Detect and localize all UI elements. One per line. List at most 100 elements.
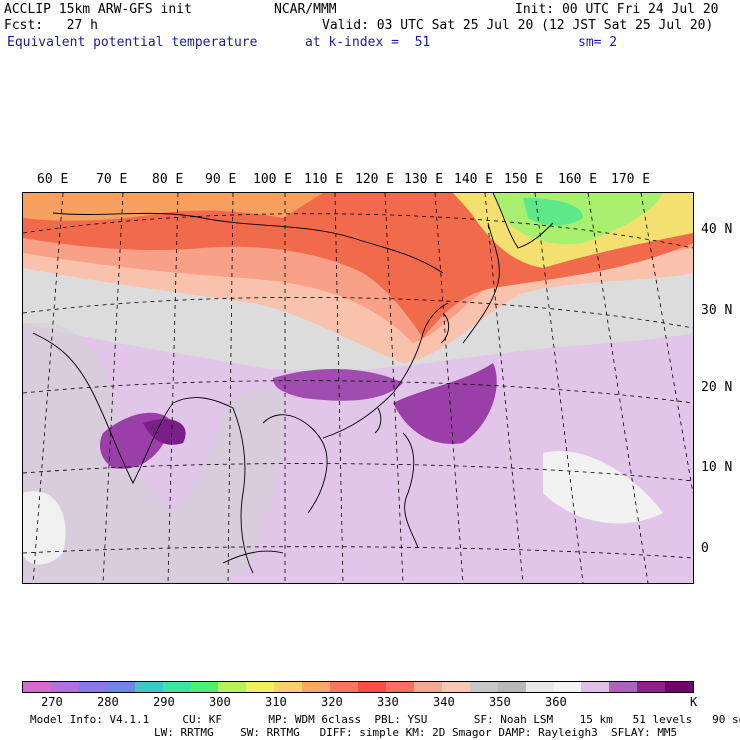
lon-label: 130 E	[404, 172, 444, 187]
lat-label: 0	[701, 541, 709, 556]
grid-line-lon	[102, 192, 124, 584]
colorbar-swatch	[78, 682, 107, 692]
colorbar-swatch	[525, 682, 554, 692]
grid-line-lon	[334, 192, 344, 584]
colorbar-tick: 350	[489, 695, 511, 709]
colorbar	[22, 681, 694, 693]
organization: NCAR/MMM	[274, 2, 337, 17]
colorbar-swatch	[190, 682, 219, 692]
model-info-line1: Model Info: V4.1.1 CU: KF MP: WDM 6class…	[30, 713, 740, 726]
colorbar-tick: 340	[433, 695, 455, 709]
grid-line-lon	[587, 192, 649, 584]
model-info-line2: LW: RRTMG SW: RRTMG DIFF: simple KM: 2D …	[154, 726, 678, 739]
lon-label: 140 E	[454, 172, 494, 187]
philippines	[402, 432, 419, 549]
grid-line-lon	[384, 192, 404, 584]
grid-line-lon	[434, 192, 464, 584]
model-title: ACCLIP 15km ARW-GFS init	[4, 2, 192, 17]
colorbar-tick: 360	[545, 695, 567, 709]
colorbar-swatch	[553, 682, 582, 692]
grid-line-lon	[227, 192, 234, 584]
colorbar-swatch	[218, 682, 247, 692]
colorbar-tick: 310	[265, 695, 287, 709]
lat-label: 30 N	[701, 303, 733, 318]
colorbar-swatch	[637, 682, 666, 692]
colorbar-swatch	[665, 682, 694, 692]
grid-line-lat10	[22, 463, 694, 482]
pacific-patch	[543, 451, 663, 524]
colorbar-swatch	[134, 682, 163, 692]
lon-label: 120 E	[355, 172, 395, 187]
lon-label: 80 E	[152, 172, 184, 187]
lon-label: 160 E	[558, 172, 598, 187]
grid-line-lon	[534, 192, 584, 584]
lon-label: 150 E	[504, 172, 544, 187]
colorbar-tick: 270	[41, 695, 63, 709]
colorbar-swatch	[330, 682, 359, 692]
colorbar-tick: 290	[153, 695, 175, 709]
map-panel	[22, 192, 694, 584]
grid-line-lat30	[22, 296, 694, 329]
coastlines	[32, 192, 554, 574]
grid-line-lat0	[22, 546, 694, 559]
northern-border	[52, 212, 444, 274]
equivalent-potential-temperature-map	[22, 192, 694, 584]
graticule	[22, 192, 694, 584]
sakhalin-coast	[492, 192, 554, 249]
colorbar-swatch	[162, 682, 191, 692]
china-coast	[322, 302, 449, 439]
lat-label: 20 N	[701, 380, 733, 395]
lon-label: 170 E	[611, 172, 651, 187]
grid-line-lat20	[22, 380, 694, 404]
level-index: at k-index = 51	[305, 35, 431, 50]
lat-label: 40 N	[701, 222, 733, 237]
grid-line-lon	[640, 192, 694, 494]
colorbar-swatch	[358, 682, 386, 692]
colorbar-swatch	[106, 682, 135, 692]
bengal-core	[143, 419, 186, 445]
lon-label: 70 E	[96, 172, 128, 187]
indochina-coast	[262, 414, 328, 514]
lon-label: 60 E	[37, 172, 69, 187]
colorbar-swatch	[246, 682, 275, 692]
colorbar-swatch	[609, 682, 638, 692]
grid-line-lon	[32, 192, 64, 584]
northwest-orange-region	[23, 193, 323, 221]
colorbar-unit: K	[690, 695, 698, 709]
colorbar-swatch	[23, 682, 51, 692]
colorbar-swatch	[413, 682, 442, 692]
lon-label: 110 E	[304, 172, 344, 187]
colorbar-swatch	[50, 682, 79, 692]
taiwan	[374, 407, 382, 434]
init-time: Init: 00 UTC Fri 24 Jul 20	[515, 2, 719, 17]
colorbar-swatch	[274, 682, 303, 692]
south-asia-coast	[32, 332, 254, 574]
south-asia-land-shading	[23, 323, 286, 583]
south-china-high	[273, 368, 403, 401]
colorbar-swatch	[497, 682, 526, 692]
colorbar-tick: 330	[377, 695, 399, 709]
colorbar-tick: 300	[209, 695, 231, 709]
colorbar-tick: 280	[97, 695, 119, 709]
lon-label: 90 E	[205, 172, 237, 187]
colorbar-swatch	[385, 682, 414, 692]
west-pacific-high	[393, 363, 497, 444]
colorbar-swatch	[302, 682, 331, 692]
colorbar-swatch	[469, 682, 498, 692]
field-name: Equivalent potential temperature	[7, 35, 258, 50]
grid-line-lat40	[22, 213, 694, 249]
colorbar-swatch	[581, 682, 610, 692]
indian-ocean-patch	[23, 491, 66, 565]
sumatra-coast	[222, 550, 284, 564]
colorbar-swatch	[441, 682, 470, 692]
grid-line-lon	[484, 192, 524, 584]
korea	[440, 312, 450, 344]
lon-label: 100 E	[253, 172, 293, 187]
forecast-hour: Fcst: 27 h	[4, 18, 98, 33]
grid-line-lon	[167, 192, 179, 584]
valid-time: Valid: 03 UTC Sat 25 Jul 20 (12 JST Sat …	[322, 18, 714, 33]
smoothing: sm= 2	[578, 35, 618, 50]
colorbar-tick: 320	[321, 695, 343, 709]
japan	[462, 222, 500, 344]
lat-label: 10 N	[701, 460, 733, 475]
